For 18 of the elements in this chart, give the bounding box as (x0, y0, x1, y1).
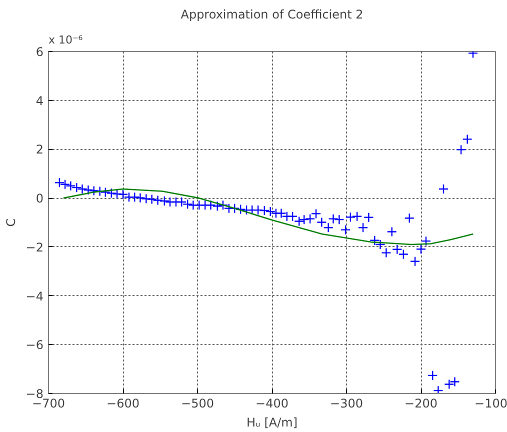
x-tick-label: −300 (330, 396, 363, 410)
y-tick-label: 6 (36, 45, 44, 59)
y-tick-label: −2 (26, 240, 44, 254)
y-tick-label: −4 (26, 289, 44, 304)
text: x 10⁻⁶ (48, 34, 84, 46)
y-tick-label: −6 (26, 338, 44, 352)
x-tick-label: −600 (106, 396, 140, 410)
y-tick-label: 4 (36, 94, 44, 108)
x-tick-label: −400 (256, 396, 288, 410)
x-tick-label: −100 (474, 396, 507, 410)
y-axis-title: C (4, 218, 18, 227)
x-tick-label: −200 (404, 396, 438, 410)
x-axis-title: Hᵤ [A/m] (246, 416, 298, 430)
line-series (62, 188, 474, 246)
y-tick-label: 0 (36, 192, 44, 206)
y-tick-label: 2 (36, 142, 44, 157)
chart-title: Approximation of Coefficient 2 (180, 8, 364, 22)
x-tick-label: −500 (181, 396, 214, 410)
